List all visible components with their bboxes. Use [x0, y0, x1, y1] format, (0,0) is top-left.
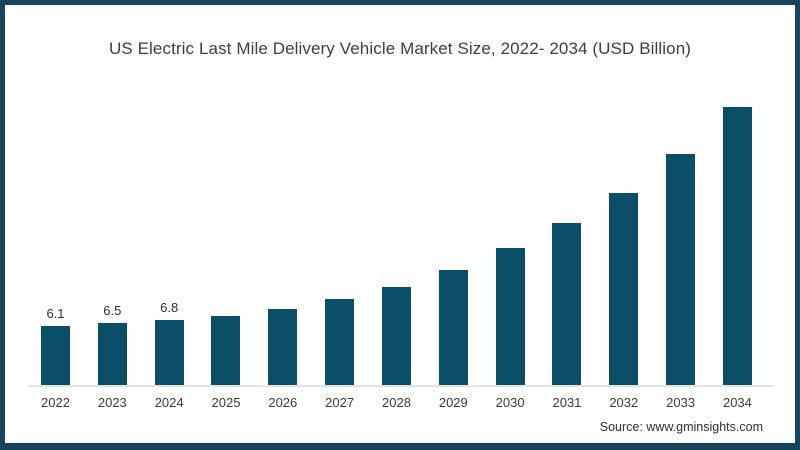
x-tick-label-2032: 2032	[609, 395, 639, 410]
x-tick-label-2024: 2024	[154, 395, 184, 410]
x-tick-label-2030: 2030	[495, 395, 525, 410]
bar-value-label-2022: 6.1	[46, 306, 65, 321]
x-tick-label-2029: 2029	[438, 395, 468, 410]
x-tick-label-2031: 2031	[552, 395, 582, 410]
bar-2024: 6.8 2024	[154, 300, 184, 410]
bar-2027: 2027	[325, 299, 355, 410]
x-tick-label-2027: 2027	[325, 395, 355, 410]
bar-value-label-2024: 6.8	[160, 300, 179, 315]
bar-2023: 6.5 2023	[97, 303, 127, 410]
x-tick-label-2034: 2034	[722, 395, 752, 410]
plot-area: 6.1 2022 6.5 2023 6.8 2024 2025 2026 2027 2028 202…	[41, 85, 752, 410]
x-tick-label-2022: 2022	[41, 395, 70, 410]
chart-title: US Electric Last Mile Delivery Vehicle M…	[108, 39, 692, 58]
x-tick-label-2026: 2026	[268, 395, 298, 410]
bar-2033: 2033	[666, 154, 696, 410]
bar-value-label-2023: 6.5	[103, 303, 122, 318]
x-axis-baseline	[28, 385, 774, 387]
bar-2030: 2030	[495, 248, 525, 410]
bar-2025: 2025	[211, 316, 241, 410]
bar-2031: 2031	[552, 223, 582, 410]
bar-2026: 2026	[268, 309, 298, 410]
x-tick-label-2025: 2025	[211, 395, 241, 410]
x-tick-label-2028: 2028	[382, 395, 411, 410]
bar-2022: 6.1 2022	[41, 306, 70, 410]
bar-2029: 2029	[438, 270, 468, 410]
x-tick-label-2033: 2033	[666, 395, 696, 410]
source-attribution: Source: www.gminsights.com	[599, 420, 763, 434]
bar-2028: 2028	[381, 287, 411, 410]
bar-2032: 2032	[609, 193, 639, 410]
x-tick-label-2023: 2023	[97, 395, 127, 410]
bar-2034: 2034	[722, 107, 752, 410]
